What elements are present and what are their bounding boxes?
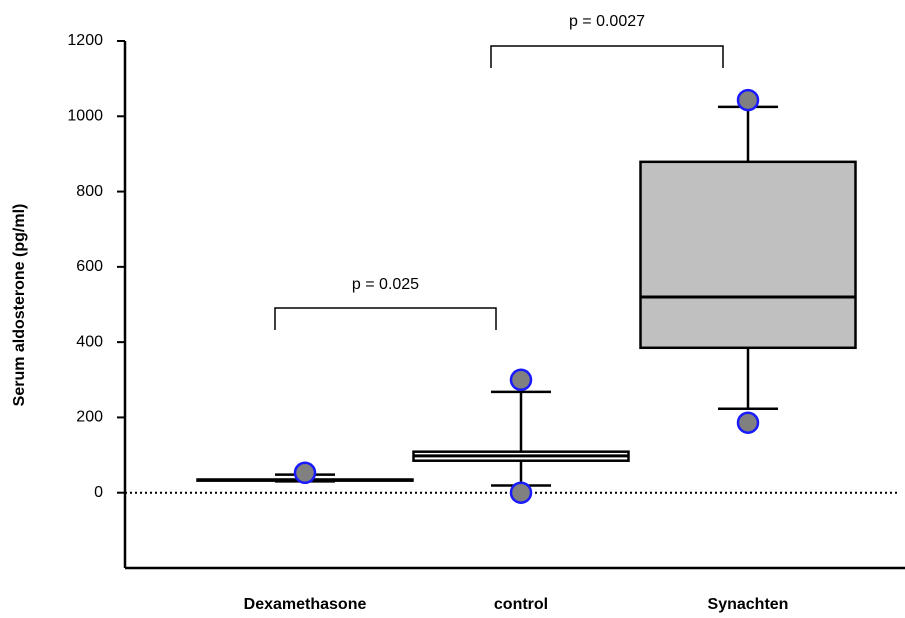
significance-bracket: [490, 45, 724, 68]
x-tick-label: Synachten: [708, 596, 789, 613]
y-tick-label: 600: [76, 258, 103, 275]
y-tick-label: 800: [76, 183, 103, 200]
outlier: [736, 88, 760, 112]
y-tick-label: 1000: [67, 108, 103, 125]
y-tick-label: 1200: [67, 32, 103, 49]
y-tick-label: 400: [76, 333, 103, 350]
outlier: [509, 368, 533, 392]
significance-bracket: [274, 307, 497, 330]
y-tick-label: 200: [76, 409, 103, 426]
annotation: p = 0.025: [352, 276, 419, 293]
annotation: p = 0.0027: [569, 13, 645, 30]
y-tick-label: 0: [94, 484, 103, 501]
outlier: [736, 411, 760, 434]
y-axis-label: Serum aldosterone (pg/ml): [11, 204, 28, 407]
x-tick-label: control: [494, 596, 548, 613]
outlier: [509, 481, 533, 504]
outlier: [293, 461, 317, 485]
box: [639, 160, 857, 350]
x-tick-label: Dexamethasone: [244, 596, 367, 613]
